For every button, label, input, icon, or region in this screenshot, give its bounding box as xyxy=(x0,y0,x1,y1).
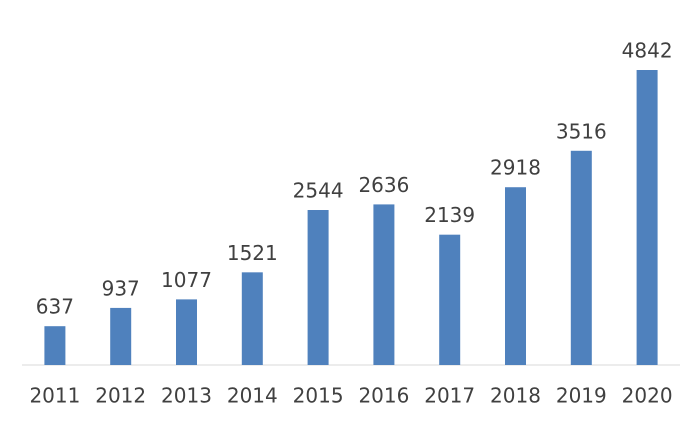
data-label: 2139 xyxy=(424,203,475,227)
data-label: 2544 xyxy=(293,179,344,203)
x-tick-label: 2017 xyxy=(424,384,475,408)
bar xyxy=(241,272,263,365)
bar xyxy=(439,234,461,365)
x-tick-label: 2012 xyxy=(95,384,146,408)
x-tick-label: 2020 xyxy=(622,384,673,408)
data-label: 1521 xyxy=(227,241,278,265)
data-label: 937 xyxy=(102,276,140,300)
data-label: 4842 xyxy=(622,39,673,63)
bar xyxy=(110,307,132,365)
data-label: 637 xyxy=(36,295,74,319)
data-label: 1077 xyxy=(161,268,212,292)
x-tick-label: 2011 xyxy=(29,384,80,408)
data-label: 2918 xyxy=(490,156,541,180)
bar xyxy=(44,326,66,365)
bar xyxy=(570,150,592,365)
data-label: 3516 xyxy=(556,119,607,143)
bar xyxy=(373,204,395,365)
x-tick-label: 2013 xyxy=(161,384,212,408)
x-tick-label: 2014 xyxy=(227,384,278,408)
bar xyxy=(307,210,329,365)
x-tick-label: 2015 xyxy=(293,384,344,408)
x-tick-label: 2019 xyxy=(556,384,607,408)
bar xyxy=(505,187,526,365)
x-tick-label: 2016 xyxy=(358,384,409,408)
data-label: 2636 xyxy=(358,173,409,197)
bar xyxy=(636,70,658,365)
bar xyxy=(176,299,197,365)
x-tick-label: 2018 xyxy=(490,384,541,408)
